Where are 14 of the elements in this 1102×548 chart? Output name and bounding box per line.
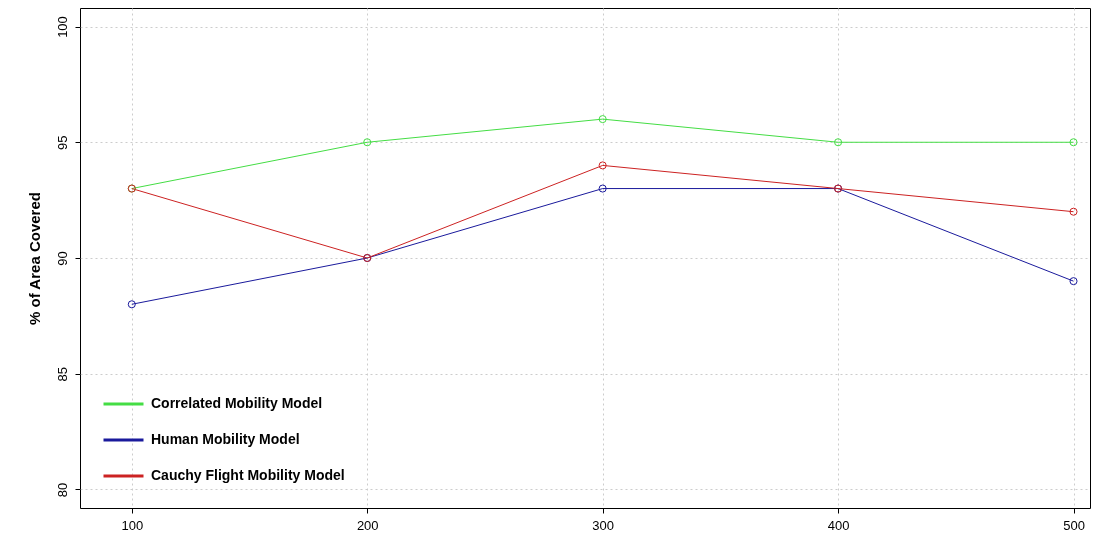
y-tick-label: 80 bbox=[54, 482, 70, 498]
y-tick-label: 85 bbox=[54, 367, 70, 382]
y-tick-label: 100 bbox=[54, 16, 70, 38]
legend-label: Human Mobility Model bbox=[151, 431, 300, 447]
y-tick-label: 90 bbox=[54, 251, 70, 266]
x-tick-label: 400 bbox=[827, 517, 850, 533]
x-tick-label: 100 bbox=[121, 517, 144, 533]
legend-label: Correlated Mobility Model bbox=[151, 395, 323, 411]
legend-label: Cauchy Flight Mobility Model bbox=[151, 467, 345, 483]
x-tick-label: 200 bbox=[356, 517, 379, 533]
x-tick-label: 300 bbox=[592, 517, 615, 533]
x-tick-label: 500 bbox=[1063, 517, 1085, 533]
y-tick-label: 95 bbox=[54, 135, 70, 150]
y-axis-title: % of Area Covered bbox=[25, 192, 43, 325]
